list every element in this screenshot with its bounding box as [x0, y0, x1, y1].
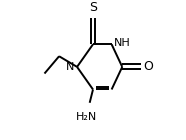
Text: NH: NH	[114, 38, 131, 48]
Text: H₂N: H₂N	[76, 112, 97, 122]
Text: N: N	[66, 62, 74, 72]
Text: O: O	[143, 60, 153, 73]
Text: S: S	[89, 1, 97, 14]
